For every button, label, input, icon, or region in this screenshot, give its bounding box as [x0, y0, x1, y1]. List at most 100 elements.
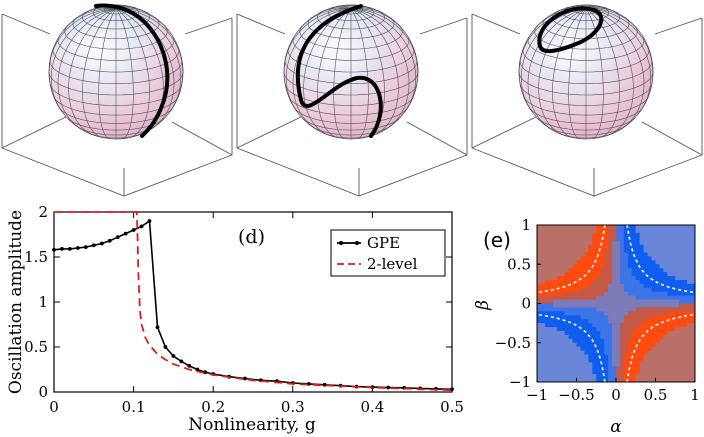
heat-cell — [643, 252, 648, 257]
heat-cell — [596, 366, 601, 371]
heat-cell — [544, 279, 550, 285]
heat-cell — [540, 225, 546, 230]
heat-cell — [687, 228, 692, 234]
heat-cell — [667, 354, 672, 359]
heat-cell — [651, 240, 656, 246]
heat-cell — [683, 228, 688, 234]
heat-cell — [560, 225, 566, 230]
heat-cell — [580, 256, 585, 261]
heat-cell — [687, 287, 692, 293]
beta-label: β — [473, 300, 493, 311]
heat-cell — [600, 319, 605, 324]
heat-cell — [671, 330, 676, 336]
heat-cell — [616, 228, 621, 234]
heat-cell — [604, 378, 609, 382]
heat-cell — [596, 374, 601, 379]
heat-cell — [651, 346, 656, 352]
heat-cell — [568, 334, 573, 340]
heat-cell — [675, 283, 680, 289]
heat-cell — [540, 260, 546, 265]
heat-cell — [560, 374, 566, 379]
heat-cell — [560, 232, 566, 238]
heat-cell — [592, 303, 597, 308]
heat-cell — [560, 240, 566, 246]
heat-cell — [592, 319, 597, 324]
heat-cell — [580, 334, 585, 340]
heat-cell — [612, 323, 617, 328]
heat-cell — [643, 248, 648, 253]
gpe-point — [450, 387, 454, 392]
heat-cell — [576, 283, 581, 289]
heat-cell — [651, 366, 656, 371]
heat-cell — [564, 342, 569, 348]
heat-cell — [639, 225, 645, 230]
heat-cell — [588, 330, 593, 336]
heat-cell — [691, 276, 695, 281]
heat-cell — [687, 248, 692, 253]
heat-cell — [627, 334, 633, 340]
heat-cell — [612, 232, 617, 238]
meridian-line — [48, 8, 117, 68]
heat-cell — [596, 327, 601, 332]
heat-cell — [572, 256, 577, 261]
heat-cell — [560, 319, 566, 324]
heat-cell — [667, 374, 672, 379]
heat-cell — [655, 342, 660, 348]
heat-cell — [572, 334, 577, 340]
heat-cell — [584, 338, 589, 344]
heat-cell — [540, 338, 546, 344]
heat-cell — [639, 350, 645, 355]
heat-cell — [584, 319, 589, 324]
heat-cell — [687, 236, 692, 242]
heat-cell — [639, 272, 645, 277]
heat-cell — [659, 256, 664, 261]
heat-cell — [687, 330, 692, 336]
heat-cell — [647, 342, 652, 348]
heat-cell — [604, 228, 609, 234]
heat-cell — [612, 225, 617, 230]
heat-cell — [596, 334, 601, 340]
heat-cell — [612, 228, 617, 234]
heat-cell — [604, 315, 609, 320]
heat-cell — [655, 319, 660, 324]
sphere-1 — [1, 3, 233, 197]
heat-cell — [679, 236, 684, 242]
heat-cell — [592, 311, 597, 316]
heat-cell — [679, 232, 684, 238]
heat-cell — [584, 260, 589, 265]
heat-cell — [623, 342, 629, 348]
heat-cell — [679, 225, 684, 230]
heat-cell — [667, 236, 672, 242]
gpe-point — [155, 325, 160, 330]
meridian-line — [115, 8, 150, 138]
heat-cell — [592, 232, 597, 238]
heat-cell — [592, 346, 597, 352]
heat-cell — [639, 323, 645, 328]
meridian-line — [303, 8, 352, 135]
heat-cell — [619, 319, 625, 324]
heat-cell — [647, 315, 652, 320]
heat-cell — [627, 287, 633, 293]
heat-cell — [576, 260, 581, 265]
heat-cell — [600, 295, 605, 300]
heat-cell — [663, 362, 668, 367]
heat-cell — [687, 334, 692, 340]
heat-cell — [556, 358, 562, 363]
heat-cell — [679, 264, 684, 269]
heat-cell — [588, 358, 593, 363]
heat-cell — [623, 358, 629, 363]
heat-cell — [663, 236, 668, 242]
heat-cell — [619, 307, 625, 312]
heat-cell — [616, 244, 621, 249]
heat-cell — [552, 374, 558, 379]
heat-cell — [580, 374, 585, 379]
heat-cell — [568, 315, 573, 320]
heat-cell — [568, 260, 573, 265]
heat-cell — [651, 228, 656, 234]
heat-cell — [631, 260, 637, 265]
heat-cell — [564, 287, 569, 293]
heat-cell — [631, 279, 637, 285]
y-axis-label: Oscillation amplitude — [6, 210, 26, 394]
heat-cell — [544, 248, 550, 253]
